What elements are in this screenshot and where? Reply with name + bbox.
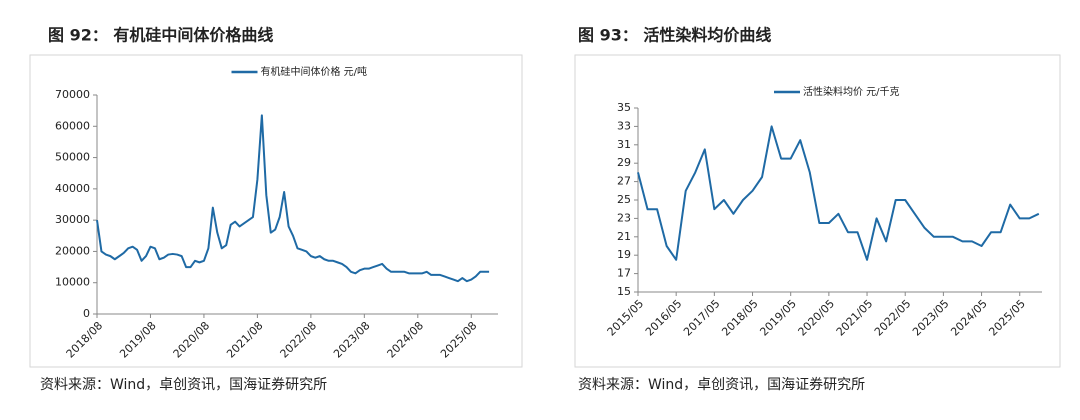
series-line xyxy=(96,114,490,283)
y-tick-label: 19 xyxy=(617,248,631,261)
x-tick-label: 2022/05 xyxy=(872,297,914,339)
x-tick-label: 2023/08 xyxy=(331,319,373,361)
y-tick-label: 23 xyxy=(617,211,631,224)
x-tick-label: 2016/05 xyxy=(643,297,685,339)
chart-frame xyxy=(29,54,523,368)
x-tick-label: 2024/08 xyxy=(385,319,427,361)
x-tick-label: 2018/08 xyxy=(64,319,106,361)
figure-title: 图 92： 有机硅中间体价格曲线 xyxy=(48,26,273,45)
x-tick-label: 2025/05 xyxy=(986,297,1028,339)
y-tick-label: 33 xyxy=(617,119,631,132)
legend-label: 有机硅中间体价格 元/吨 xyxy=(261,65,368,78)
series-line xyxy=(637,125,1040,261)
y-tick-label: 70000 xyxy=(55,88,90,101)
x-tick-label: 2023/05 xyxy=(910,297,952,339)
y-tick-label: 31 xyxy=(617,138,631,151)
x-tick-label: 2021/08 xyxy=(224,319,266,361)
x-tick-label: 2015/05 xyxy=(605,297,647,339)
y-tick-label: 29 xyxy=(617,156,631,169)
y-tick-label: 10000 xyxy=(55,276,90,289)
y-tick-label: 21 xyxy=(617,230,631,243)
source-note: 资料来源：Wind，卓创资讯，国海证券研究所 xyxy=(40,377,327,393)
x-tick-label: 2020/08 xyxy=(171,319,213,361)
y-tick-label: 40000 xyxy=(55,182,90,195)
x-tick-label: 2019/08 xyxy=(117,319,159,361)
x-tick-label: 2020/05 xyxy=(796,297,838,339)
x-tick-label: 2017/05 xyxy=(681,297,723,339)
x-tick-label: 2025/08 xyxy=(438,319,480,361)
x-tick-label: 2019/05 xyxy=(757,297,799,339)
y-tick-label: 25 xyxy=(617,193,631,206)
x-tick-label: 2021/05 xyxy=(834,297,876,339)
y-tick-label: 35 xyxy=(617,101,631,114)
x-tick-label: 2022/08 xyxy=(278,319,320,361)
y-tick-label: 27 xyxy=(617,175,631,188)
y-tick-label: 20000 xyxy=(55,244,90,257)
y-tick-label: 30000 xyxy=(55,213,90,226)
y-tick-label: 15 xyxy=(617,285,631,298)
y-tick-label: 17 xyxy=(617,267,631,280)
y-tick-label: 0 xyxy=(83,307,90,320)
y-tick-label: 60000 xyxy=(55,119,90,132)
y-tick-label: 50000 xyxy=(55,151,90,164)
source-note: 资料来源：Wind，卓创资讯，国海证券研究所 xyxy=(578,377,865,393)
figure-title: 图 93： 活性染料均价曲线 xyxy=(578,26,771,45)
legend-label: 活性染料均价 元/千克 xyxy=(803,85,900,98)
x-tick-label: 2018/05 xyxy=(719,297,761,339)
chart-frame xyxy=(574,54,1061,368)
x-tick-label: 2024/05 xyxy=(948,297,990,339)
